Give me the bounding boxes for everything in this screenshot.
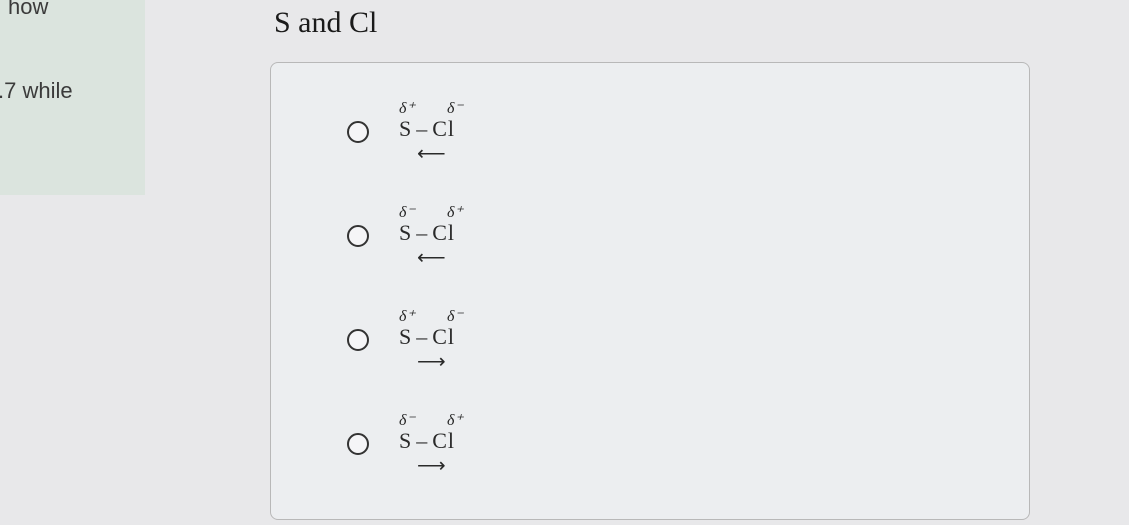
atom-right: Cl [432, 220, 455, 245]
bond-dash: – [416, 220, 428, 245]
bond-diagram: δ⁺ δ⁻ S–Cl ⟵ [399, 101, 509, 164]
bond-formula: S–Cl [399, 118, 509, 140]
atom-right: Cl [432, 428, 455, 453]
dipole-arrow: ⟵ [399, 144, 509, 164]
atom-left: S [399, 220, 412, 245]
atom-left: S [399, 116, 412, 141]
dipole-arrow: ⟶ [399, 456, 509, 476]
option-row[interactable]: δ⁺ δ⁻ S–Cl ⟵ [347, 93, 989, 171]
sidebar-fragment: how .7 while [0, 0, 145, 195]
radio-button[interactable] [347, 329, 369, 351]
dipole-arrow: ⟵ [399, 248, 509, 268]
right-charge: δ⁻ [447, 101, 495, 117]
bond-dash: – [416, 116, 428, 141]
radio-button[interactable] [347, 225, 369, 247]
question-area: S and Cl δ⁺ δ⁻ S–Cl ⟵ δ⁻ δ⁺ [270, 0, 1090, 520]
bond-formula: S–Cl [399, 430, 509, 452]
answer-options-box: δ⁺ δ⁻ S–Cl ⟵ δ⁻ δ⁺ S–Cl ⟵ [270, 62, 1030, 520]
right-charge: δ⁻ [447, 309, 495, 325]
option-row[interactable]: δ⁺ δ⁻ S–Cl ⟶ [347, 301, 989, 379]
dipole-arrow: ⟶ [399, 352, 509, 372]
left-charge: δ⁺ [399, 309, 447, 325]
bond-dash: – [416, 324, 428, 349]
right-charge: δ⁺ [447, 205, 495, 221]
right-charge: δ⁺ [447, 413, 495, 429]
question-title: S and Cl [274, 6, 1090, 40]
partial-charges: δ⁻ δ⁺ [399, 205, 509, 221]
radio-button[interactable] [347, 121, 369, 143]
bond-diagram: δ⁻ δ⁺ S–Cl ⟵ [399, 205, 509, 268]
left-charge: δ⁻ [399, 413, 447, 429]
bond-diagram: δ⁺ δ⁻ S–Cl ⟶ [399, 309, 509, 372]
bond-formula: S–Cl [399, 222, 509, 244]
radio-button[interactable] [347, 433, 369, 455]
sidebar-text-top: how [8, 0, 137, 20]
left-charge: δ⁻ [399, 205, 447, 221]
bond-formula: S–Cl [399, 326, 509, 348]
option-row[interactable]: δ⁻ δ⁺ S–Cl ⟵ [347, 197, 989, 275]
left-charge: δ⁺ [399, 101, 447, 117]
partial-charges: δ⁺ δ⁻ [399, 309, 509, 325]
atom-right: Cl [432, 324, 455, 349]
option-row[interactable]: δ⁻ δ⁺ S–Cl ⟶ [347, 405, 989, 483]
atom-left: S [399, 428, 412, 453]
sidebar-text-bottom: .7 while [0, 78, 137, 104]
atom-left: S [399, 324, 412, 349]
bond-diagram: δ⁻ δ⁺ S–Cl ⟶ [399, 413, 509, 476]
partial-charges: δ⁻ δ⁺ [399, 413, 509, 429]
atom-right: Cl [432, 116, 455, 141]
partial-charges: δ⁺ δ⁻ [399, 101, 509, 117]
bond-dash: – [416, 428, 428, 453]
